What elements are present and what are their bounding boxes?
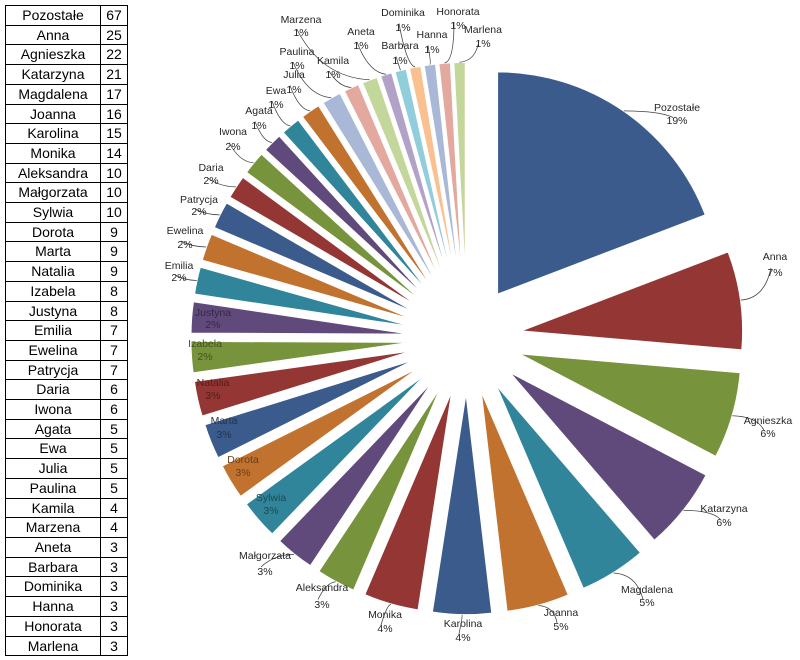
svg-text:Joanna5%: Joanna 5% <box>544 607 579 633</box>
svg-text:Karolina4%: Karolina 4% <box>444 618 483 644</box>
svg-text:Daria2%: Daria 2% <box>198 162 223 187</box>
svg-text:Anna7%: Anna 7% <box>763 251 788 279</box>
svg-text:Aneta1%: Aneta 1% <box>347 26 375 52</box>
svg-text:Katarzyna6%: Katarzyna 6% <box>700 503 747 529</box>
svg-text:Hanna1%: Hanna 1% <box>417 29 448 56</box>
svg-text:Marzena1%: Marzena 1% <box>281 14 322 39</box>
svg-text:Kamila1%: Kamila 1% <box>317 55 349 81</box>
svg-text:Barbara1%: Barbara 1% <box>381 40 419 67</box>
svg-text:Marlena1%: Marlena 1% <box>464 24 502 50</box>
svg-text:Iwona2%: Iwona 2% <box>219 126 247 153</box>
svg-text:Emilia2%: Emilia 2% <box>165 260 194 284</box>
svg-text:Ewelina2%: Ewelina 2% <box>167 225 204 251</box>
svg-text:Ewa1%: Ewa 1% <box>266 85 287 111</box>
svg-text:Agnieszka6%: Agnieszka 6% <box>744 415 793 440</box>
svg-text:Pozostałe19%: Pozostałe 19% <box>654 102 700 127</box>
svg-text:Magdalena5%: Magdalena 5% <box>621 584 673 609</box>
svg-text:Monika4%: Monika 4% <box>368 609 402 635</box>
svg-text:Julia1%: Julia 1% <box>283 69 305 96</box>
svg-text:Aleksandra3%: Aleksandra 3% <box>296 582 349 611</box>
